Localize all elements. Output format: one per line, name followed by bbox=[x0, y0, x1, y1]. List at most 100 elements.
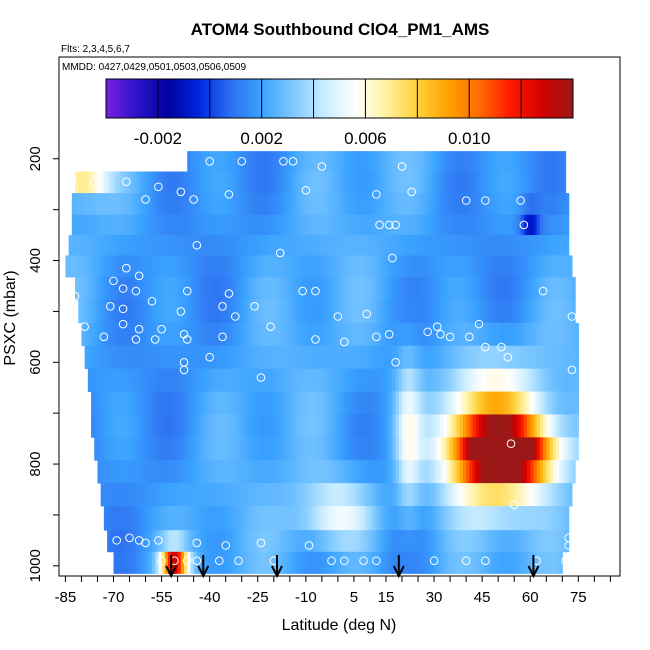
observation-marker bbox=[503, 352, 513, 362]
heatmap-cell bbox=[110, 299, 115, 324]
heatmap-cell bbox=[498, 235, 502, 256]
heatmap-cell bbox=[299, 391, 304, 415]
heatmap-cell bbox=[107, 193, 111, 216]
heatmap-cell bbox=[171, 345, 176, 370]
heatmap-cell bbox=[293, 437, 297, 461]
heatmap-cell bbox=[158, 235, 163, 256]
heatmap-cell bbox=[228, 414, 233, 438]
heatmap-cell bbox=[469, 277, 474, 301]
heatmap-cell bbox=[248, 151, 252, 172]
heatmap-cell bbox=[283, 460, 288, 484]
heatmap-cell bbox=[373, 151, 377, 172]
heatmap-cell bbox=[363, 235, 368, 256]
heatmap-cell bbox=[498, 391, 502, 415]
heatmap-cell bbox=[225, 437, 230, 461]
heatmap-cell bbox=[337, 255, 342, 278]
heatmap-cell bbox=[414, 171, 419, 194]
heatmap-cell bbox=[494, 277, 499, 301]
heatmap-cell bbox=[507, 345, 512, 370]
heatmap-cell bbox=[97, 193, 102, 216]
heatmap-cell bbox=[184, 299, 188, 324]
heatmap-cell bbox=[533, 414, 538, 438]
heatmap-cell bbox=[309, 368, 313, 392]
heatmap-cell bbox=[478, 193, 483, 216]
heatmap-cell bbox=[302, 551, 307, 574]
heatmap-cell bbox=[273, 193, 278, 216]
heatmap-cell bbox=[309, 255, 313, 278]
heatmap-cell bbox=[434, 193, 438, 216]
heatmap-cell bbox=[440, 460, 445, 484]
heatmap-cell bbox=[264, 322, 268, 347]
heatmap-cell bbox=[126, 551, 131, 574]
heatmap-cell bbox=[244, 345, 249, 370]
observation-marker bbox=[311, 286, 320, 296]
heatmap-cell bbox=[251, 322, 256, 347]
heatmap-cell bbox=[260, 506, 265, 531]
heatmap-cell bbox=[405, 460, 410, 484]
flight-arrow-head bbox=[271, 565, 283, 579]
heatmap-cell bbox=[546, 322, 551, 347]
heatmap-cell bbox=[193, 299, 198, 324]
heatmap-cell bbox=[123, 368, 127, 392]
heatmap-cell bbox=[171, 483, 176, 507]
heatmap-cell bbox=[107, 437, 111, 461]
heatmap-cell bbox=[216, 414, 220, 438]
heatmap-cell bbox=[405, 530, 410, 553]
heatmap-cell bbox=[536, 368, 541, 392]
observation-marker bbox=[118, 304, 128, 314]
heatmap-cell bbox=[305, 193, 310, 216]
heatmap-cell bbox=[103, 171, 108, 194]
heatmap-cell bbox=[132, 530, 137, 553]
heatmap-cell bbox=[312, 235, 317, 256]
heatmap-cell bbox=[110, 171, 115, 194]
colorbar-tick-label: 0.002 bbox=[240, 129, 283, 148]
heatmap-cell bbox=[68, 235, 73, 256]
heatmap-cell bbox=[167, 345, 172, 370]
heatmap-cell bbox=[315, 322, 320, 347]
heatmap-cell bbox=[530, 214, 535, 236]
heatmap-cell bbox=[385, 255, 390, 278]
heatmap-cell bbox=[283, 322, 288, 347]
heatmap-cell bbox=[132, 506, 137, 531]
heatmap-cell bbox=[203, 214, 208, 236]
heatmap-cell bbox=[491, 368, 496, 392]
heatmap-cell bbox=[299, 235, 304, 256]
heatmap-cell bbox=[398, 193, 403, 216]
heatmap-cell bbox=[222, 414, 227, 438]
heatmap-cell bbox=[337, 460, 342, 484]
heatmap-cell bbox=[543, 460, 547, 484]
heatmap-cell bbox=[494, 345, 499, 370]
heatmap-cell bbox=[116, 460, 121, 484]
heatmap-cell bbox=[312, 151, 317, 172]
heatmap-cell bbox=[504, 437, 509, 461]
heatmap-cell bbox=[158, 171, 163, 194]
heatmap-cell bbox=[97, 322, 102, 347]
heatmap-cell bbox=[315, 368, 320, 392]
heatmap-cell bbox=[116, 437, 121, 461]
heatmap-cell bbox=[405, 483, 410, 507]
heatmap-cell bbox=[379, 299, 384, 324]
heatmap-cell bbox=[421, 530, 426, 553]
heatmap-cell bbox=[283, 414, 288, 438]
heatmap-cell bbox=[434, 530, 438, 553]
heatmap-cell bbox=[260, 437, 265, 461]
heatmap-cell bbox=[142, 368, 147, 392]
heatmap-cell bbox=[293, 151, 297, 172]
heatmap-cell bbox=[293, 345, 297, 370]
heatmap-cell bbox=[562, 391, 567, 415]
heatmap-cell bbox=[331, 391, 336, 415]
observation-marker bbox=[311, 335, 320, 344]
heatmap-cell bbox=[527, 391, 531, 415]
heatmap-cell bbox=[485, 391, 490, 415]
heatmap-cell bbox=[546, 255, 551, 278]
heatmap-cell bbox=[305, 506, 310, 531]
heatmap-cell bbox=[379, 530, 384, 553]
heatmap-cell bbox=[373, 460, 377, 484]
heatmap-cell bbox=[408, 277, 413, 301]
heatmap-cell bbox=[129, 551, 134, 574]
heatmap-cell bbox=[309, 214, 313, 236]
heatmap-cell bbox=[123, 345, 127, 370]
heatmap-cell bbox=[488, 277, 493, 301]
heatmap-cell bbox=[562, 214, 567, 236]
heatmap-cell bbox=[450, 322, 454, 347]
